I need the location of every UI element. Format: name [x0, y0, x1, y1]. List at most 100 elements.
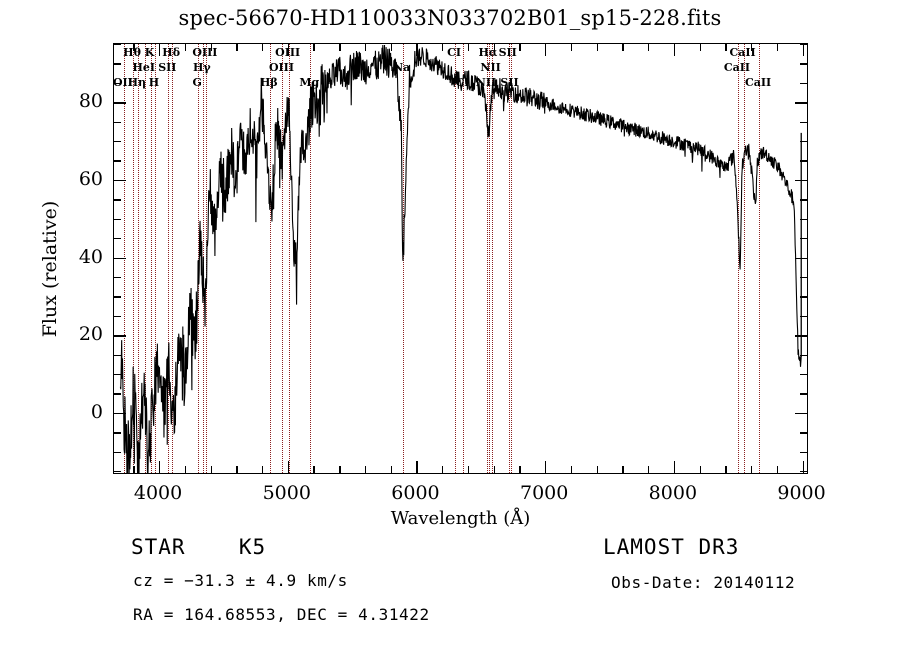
axis-tick	[800, 374, 807, 376]
axis-tick	[114, 335, 126, 337]
line-marker-ci	[463, 44, 465, 473]
y-tick-label: 40	[78, 245, 103, 268]
line-marker-caii	[737, 44, 739, 473]
axis-tick	[114, 315, 121, 318]
line-marker-sii	[168, 44, 170, 473]
line-label: HeI	[132, 61, 156, 74]
line-marker-oiii	[282, 44, 284, 473]
line-marker-hei	[144, 44, 146, 473]
axis-tick	[699, 466, 701, 473]
axis-tick	[262, 44, 264, 51]
axis-tick	[364, 466, 367, 473]
axis-tick	[442, 466, 444, 473]
line-label: OIII	[275, 46, 301, 59]
axis-tick	[699, 44, 701, 51]
spectral-class-value: K5	[238, 535, 267, 559]
axis-tick	[795, 179, 807, 182]
axis-tick	[776, 44, 779, 51]
axis-tick	[795, 335, 807, 337]
line-label: SII	[500, 76, 519, 89]
axis-tick	[673, 44, 676, 56]
axis-tick	[114, 82, 121, 85]
axis-tick	[114, 238, 121, 240]
axis-tick	[114, 218, 121, 221]
spectrum-path	[119, 44, 802, 473]
axis-tick	[114, 374, 121, 376]
line-label: NII	[475, 76, 497, 89]
axis-tick	[800, 44, 807, 46]
footer-coords: RA = 164.68553, DEC = 4.31422	[133, 605, 430, 624]
axis-tick	[800, 354, 807, 356]
line-marker-h	[154, 44, 156, 473]
axis-tick	[725, 466, 727, 473]
line-label: Hβ	[260, 76, 278, 89]
axis-tick	[210, 44, 212, 51]
axis-tick	[184, 44, 187, 51]
line-marker-caii	[743, 44, 745, 473]
axis-tick	[159, 461, 161, 473]
axis-tick	[570, 466, 573, 473]
x-tick-label: 4000	[133, 482, 183, 504]
axis-tick	[210, 466, 212, 473]
axis-tick	[800, 451, 807, 453]
axis-tick	[648, 44, 650, 51]
axis-tick	[800, 218, 807, 221]
axis-tick	[287, 44, 290, 56]
axis-tick	[114, 160, 121, 162]
axis-tick	[114, 121, 121, 123]
line-marker-oiii	[288, 44, 290, 473]
axis-tick	[800, 238, 807, 240]
axis-tick	[364, 44, 367, 51]
line-marker-caii	[759, 44, 761, 473]
axis-tick	[467, 466, 470, 473]
axis-tick	[596, 44, 598, 51]
line-label: CaII	[744, 76, 772, 89]
axis-tick	[133, 466, 135, 473]
x-tick-label: 7000	[519, 482, 569, 504]
axis-tick	[339, 466, 341, 473]
axis-tick	[751, 44, 753, 51]
line-label: SII	[498, 46, 517, 59]
line-label: H	[148, 76, 160, 89]
y-tick-label: 60	[78, 167, 103, 190]
axis-tick	[493, 466, 495, 473]
y-axis-title: Flux (relative)	[39, 200, 61, 338]
line-marker-nii	[486, 44, 488, 473]
spectrum-curve	[119, 44, 802, 473]
line-marker-mg	[310, 44, 312, 473]
axis-tick	[751, 466, 753, 473]
line-marker-h	[133, 44, 135, 473]
x-tick-label: 6000	[391, 482, 440, 504]
axis-tick	[622, 466, 624, 473]
line-marker-h	[137, 44, 139, 473]
x-axis-title: Wavelength (Å)	[390, 508, 531, 529]
x-tick-label: 9000	[777, 482, 826, 504]
line-marker-k	[150, 44, 152, 473]
line-label: Na	[393, 61, 411, 74]
axis-tick	[114, 257, 126, 259]
axis-tick	[114, 276, 121, 279]
line-label: NII	[480, 61, 501, 74]
y-tick-label: 20	[78, 323, 103, 346]
line-label: CaII	[729, 46, 756, 59]
footer-cz: cz = −31.3 ± 4.9 km/s	[133, 571, 348, 590]
axis-tick	[800, 296, 807, 298]
axis-tick	[800, 160, 807, 162]
axis-tick	[800, 471, 807, 473]
axis-tick	[390, 466, 392, 473]
axis-tick	[416, 461, 418, 473]
line-marker-h	[172, 44, 174, 473]
axis-tick	[800, 393, 807, 395]
line-label: Mg	[299, 76, 320, 89]
line-marker-g	[198, 44, 200, 473]
axis-tick	[800, 432, 807, 434]
line-label: Hγ	[192, 61, 211, 74]
axis-tick	[114, 451, 121, 453]
line-label: K	[144, 46, 155, 59]
line-label: Hθ	[123, 46, 141, 59]
axis-tick	[519, 44, 521, 51]
y-tick-label: 0	[90, 400, 103, 423]
page-title: spec-56670-HD110033N033702B01_sp15-228.f…	[178, 6, 722, 30]
axis-tick	[114, 141, 121, 143]
line-label: CI	[447, 46, 462, 59]
